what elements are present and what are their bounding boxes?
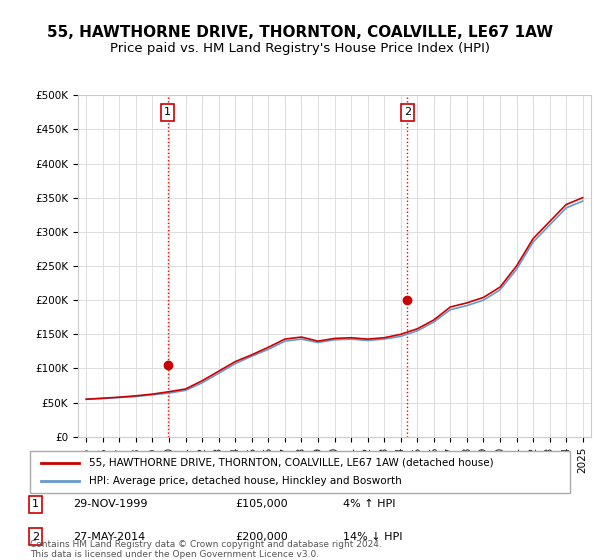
FancyBboxPatch shape xyxy=(30,451,570,493)
Text: 1: 1 xyxy=(164,108,171,117)
Text: Price paid vs. HM Land Registry's House Price Index (HPI): Price paid vs. HM Land Registry's House … xyxy=(110,42,490,55)
Text: 27-MAY-2014: 27-MAY-2014 xyxy=(73,531,145,542)
Text: 14% ↓ HPI: 14% ↓ HPI xyxy=(343,531,403,542)
Text: 55, HAWTHORNE DRIVE, THORNTON, COALVILLE, LE67 1AW: 55, HAWTHORNE DRIVE, THORNTON, COALVILLE… xyxy=(47,25,553,40)
Text: 2: 2 xyxy=(32,531,39,542)
Text: HPI: Average price, detached house, Hinckley and Bosworth: HPI: Average price, detached house, Hinc… xyxy=(89,476,402,486)
Text: Contains HM Land Registry data © Crown copyright and database right 2024.
This d: Contains HM Land Registry data © Crown c… xyxy=(30,540,382,559)
Text: 29-NOV-1999: 29-NOV-1999 xyxy=(73,500,148,510)
Text: 55, HAWTHORNE DRIVE, THORNTON, COALVILLE, LE67 1AW (detached house): 55, HAWTHORNE DRIVE, THORNTON, COALVILLE… xyxy=(89,458,494,468)
Text: £105,000: £105,000 xyxy=(235,500,288,510)
Text: £200,000: £200,000 xyxy=(235,531,288,542)
Text: 1: 1 xyxy=(32,500,39,510)
Text: 2: 2 xyxy=(404,108,411,117)
Text: 4% ↑ HPI: 4% ↑ HPI xyxy=(343,500,396,510)
